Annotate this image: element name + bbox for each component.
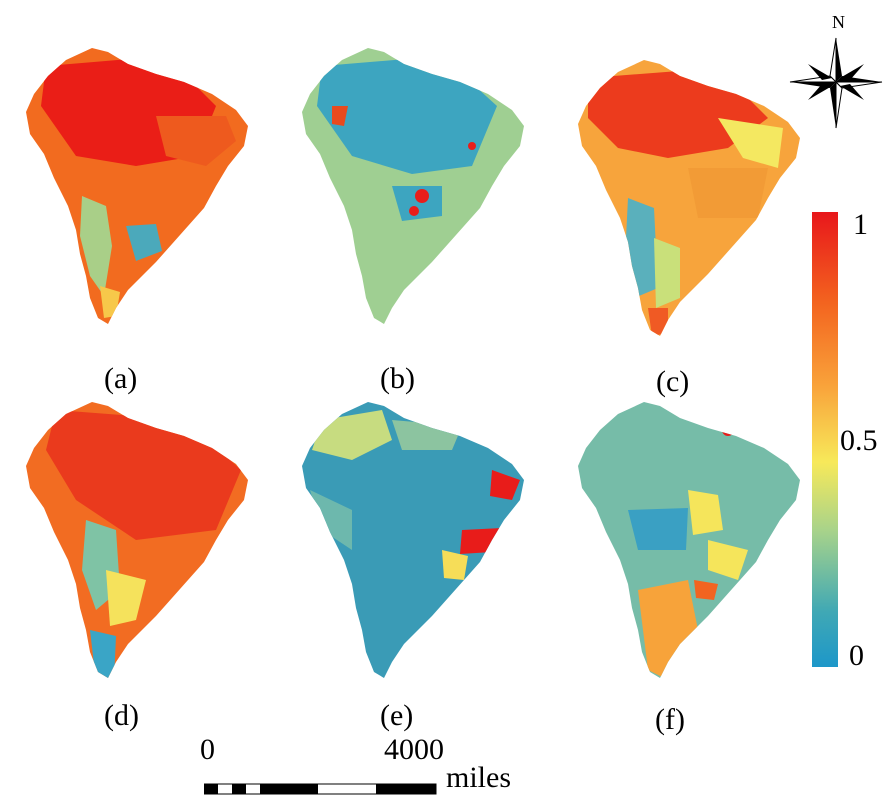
colorbar-max-label: 1 (853, 208, 868, 241)
map-panel-b (302, 48, 524, 324)
panel-label-b: (b) (380, 362, 415, 395)
panel-label-e: (e) (380, 699, 414, 732)
colorbar-min-label: 0 (849, 639, 864, 672)
colorbar (812, 212, 838, 667)
map-panel-c (578, 60, 800, 336)
panel-label-d: (d) (104, 699, 139, 732)
north-label: N (832, 12, 845, 32)
scale-max-label: 4000 (384, 733, 444, 766)
map-panel-e (302, 402, 524, 678)
scale-zero-label: 0 (200, 733, 215, 766)
scale-bar (204, 783, 437, 795)
panel-label-a: (a) (104, 362, 138, 395)
map-panel-d (26, 402, 248, 678)
map-panel-f (578, 402, 800, 678)
colorbar-mid-label: 0.5 (840, 424, 878, 457)
scale-unit-label: miles (446, 761, 511, 794)
panel-label-f: (f) (655, 703, 685, 736)
panel-label-c: (c) (656, 365, 690, 398)
map-panel-a (26, 48, 248, 324)
north-arrow-icon: N (789, 12, 883, 129)
